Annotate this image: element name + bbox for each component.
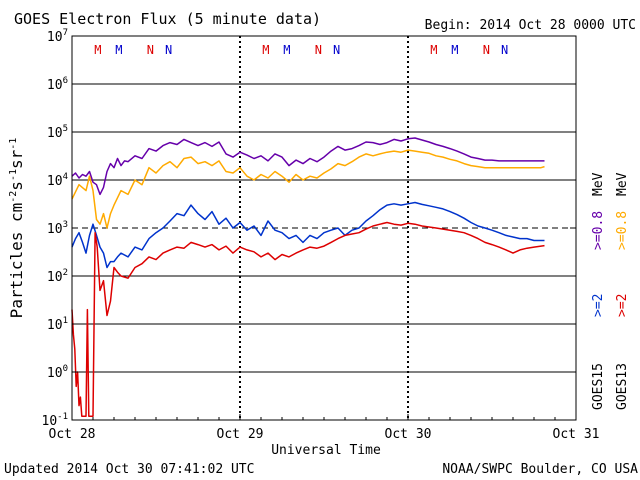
marker-label: N	[165, 43, 172, 57]
y-tick-label: 101	[47, 316, 68, 333]
marker-label: M	[94, 43, 101, 57]
plot-grid	[72, 36, 576, 420]
x-tick-label: Oct 30	[385, 427, 432, 442]
series-line-1	[71, 137, 545, 196]
marker-label: N	[483, 43, 490, 57]
data-series	[71, 137, 545, 417]
y-tick-label: 103	[47, 220, 68, 237]
y-tick-label: 105	[47, 124, 68, 141]
y-tick-label: 107	[47, 28, 68, 45]
legend-goes13-ge08: >=0.8	[615, 211, 630, 250]
y-label-exp-2: -1	[8, 169, 19, 181]
series-line-2	[71, 149, 545, 229]
y-tick-label: 106	[47, 76, 68, 93]
marker-label: M	[430, 43, 437, 57]
series-line-4	[71, 221, 545, 417]
y-axis-ticks: 10-1 100 101 102 103 104 105 106 107	[42, 28, 576, 429]
y-tick-label: 102	[47, 268, 68, 285]
y-label-part-2: s	[7, 181, 26, 191]
y-tick-label: 10-1	[42, 412, 69, 429]
marker-label: N	[501, 43, 508, 57]
legend-goes15-label: GOES15	[591, 363, 606, 410]
y-tick-label: 104	[47, 172, 68, 189]
marker-label: M	[451, 43, 458, 57]
marker-label: M	[115, 43, 122, 57]
series-line-3	[71, 201, 545, 269]
marker-label: M	[262, 43, 269, 57]
marker-label: N	[147, 43, 154, 57]
legend-unit-goes15: MeV	[591, 172, 606, 196]
chart-title: GOES Electron Flux (5 minute data)	[14, 10, 321, 28]
y-tick-label: 100	[47, 364, 68, 381]
marker-label: N	[315, 43, 322, 57]
x-tick-label: Oct 29	[217, 427, 264, 442]
legend: GOES15 GOES13 >=2 >=2 >=0.8 >=0.8 MeV Me…	[591, 172, 630, 410]
x-axis-ticks: Oct 28 Oct 29 Oct 30 Oct 31	[49, 414, 600, 442]
legend-unit-goes13: MeV	[615, 172, 630, 196]
y-label-part-1: Particles cm	[7, 203, 26, 319]
x-axis-label: Universal Time	[271, 443, 381, 458]
legend-goes15-ge2: >=2	[591, 294, 606, 317]
footer-updated: Updated 2014 Oct 30 07:41:02 UTC	[4, 462, 254, 477]
marker-label: M	[283, 43, 290, 57]
legend-goes13-label: GOES13	[615, 363, 630, 410]
y-label-exp-3: -1	[8, 138, 19, 150]
x-tick-label: Oct 31	[553, 427, 600, 442]
x-tick-label: Oct 28	[49, 427, 96, 442]
y-axis-label: Particles cm-2s-1sr-1	[7, 138, 26, 319]
begin-date-label: Begin: 2014 Oct 28 0000 UTC	[425, 18, 636, 33]
legend-goes15-ge08: >=0.8	[591, 211, 606, 250]
legend-goes13-ge2: >=2	[615, 294, 630, 317]
footer-credit: NOAA/SWPC Boulder, CO USA	[442, 462, 638, 477]
y-label-part-3: sr	[7, 149, 26, 169]
marker-label: N	[333, 43, 340, 57]
y-label-exp-1: -2	[8, 191, 19, 203]
